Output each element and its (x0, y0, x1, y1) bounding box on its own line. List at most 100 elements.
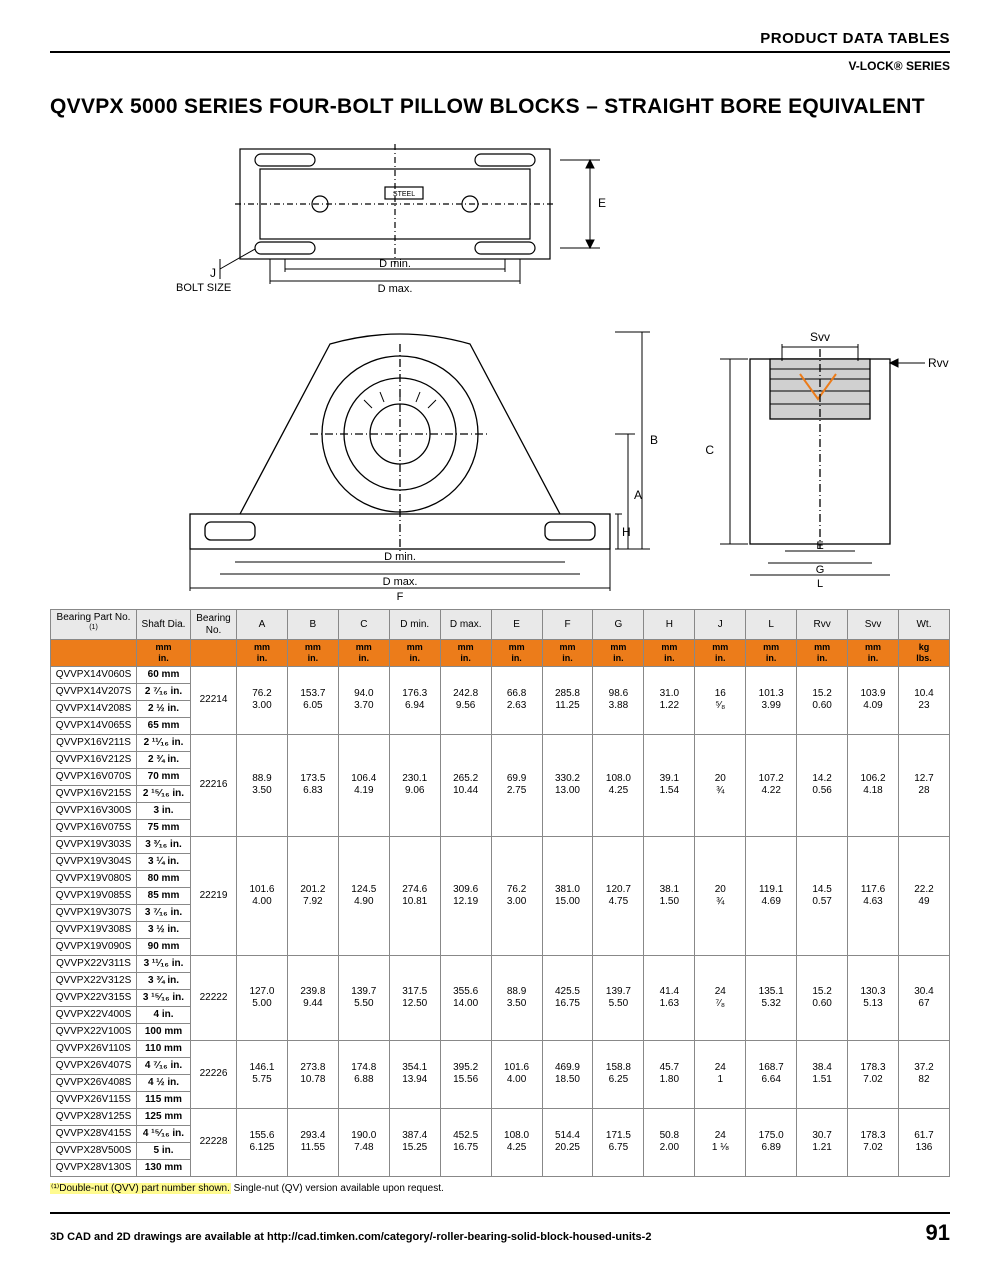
part-number: QVVPX16V075S (51, 819, 137, 836)
dim-cell: 101.64.00 (491, 1040, 542, 1108)
column-header: A (237, 610, 288, 640)
part-number: QVVPX19V308S (51, 921, 137, 938)
svg-text:H: H (622, 525, 631, 539)
unit-cell: mmin. (695, 640, 746, 667)
dim-cell: 425.516.75 (542, 955, 593, 1040)
dim-cell: 76.23.00 (491, 836, 542, 955)
svg-text:Svv: Svv (810, 330, 830, 344)
part-number: QVVPX19V085S (51, 887, 137, 904)
svg-text:STEEL: STEEL (393, 191, 415, 198)
unit-cell: mmin. (797, 640, 848, 667)
dim-cell: 469.918.50 (542, 1040, 593, 1108)
svg-text:J: J (210, 266, 216, 280)
footnote: ⁽¹⁾Double-nut (QVV) part number shown. S… (50, 1183, 950, 1194)
column-header: D min. (389, 610, 440, 640)
dim-cell: 174.86.88 (338, 1040, 389, 1108)
dim-cell: 452.516.75 (440, 1108, 491, 1176)
dim-cell: 355.614.00 (440, 955, 491, 1040)
dim-cell: 230.19.06 (389, 734, 440, 836)
part-number: QVVPX28V500S (51, 1142, 137, 1159)
dim-cell: 135.15.32 (746, 955, 797, 1040)
unit-cell: mmin. (644, 640, 695, 667)
unit-cell: mmin. (389, 640, 440, 667)
dim-cell: 124.54.90 (338, 836, 389, 955)
shaft-dia: 65 mm (137, 717, 191, 734)
dim-cell: 146.15.75 (237, 1040, 288, 1108)
dim-cell: 171.56.75 (593, 1108, 644, 1176)
dim-cell: 98.63.88 (593, 666, 644, 734)
shaft-dia: 3 ¹¹⁄₁₆ in. (137, 955, 191, 972)
dim-cell: 354.113.94 (389, 1040, 440, 1108)
dim-cell: 66.82.63 (491, 666, 542, 734)
dim-cell: 173.56.83 (287, 734, 338, 836)
dim-cell: 61.7136 (898, 1108, 949, 1176)
dim-cell: 106.44.19 (338, 734, 389, 836)
dim-cell: 69.92.75 (491, 734, 542, 836)
part-number: QVVPX28V415S (51, 1125, 137, 1142)
bearing-no: 22214 (191, 666, 237, 734)
unit-cell: mmin. (491, 640, 542, 667)
dim-cell: 242.89.56 (440, 666, 491, 734)
shaft-dia: 4 ⁷⁄₁₆ in. (137, 1057, 191, 1074)
dim-cell: 395.215.56 (440, 1040, 491, 1108)
svg-text:D min.: D min. (379, 258, 411, 270)
dim-cell: 201.27.92 (287, 836, 338, 955)
unit-cell: mmin. (287, 640, 338, 667)
svg-text:Rvv: Rvv (928, 356, 949, 370)
shaft-dia: 2 ½ in. (137, 700, 191, 717)
svg-text:BOLT SIZE: BOLT SIZE (176, 282, 231, 294)
bearing-no: 22228 (191, 1108, 237, 1176)
column-header: J (695, 610, 746, 640)
column-header: B (287, 610, 338, 640)
shaft-dia: 90 mm (137, 938, 191, 955)
part-number: QVVPX16V070S (51, 768, 137, 785)
part-number: QVVPX26V110S (51, 1040, 137, 1057)
svg-text:C: C (705, 443, 714, 457)
bearing-no: 22226 (191, 1040, 237, 1108)
dim-cell: 94.03.70 (338, 666, 389, 734)
header-rule (50, 51, 950, 53)
dim-cell: 15.20.60 (797, 955, 848, 1040)
dim-cell: 130.35.13 (848, 955, 899, 1040)
svg-text:F: F (397, 591, 404, 603)
svg-text:E: E (598, 196, 606, 210)
dim-cell: 285.811.25 (542, 666, 593, 734)
shaft-dia: 2 ¹⁵⁄₁₆ in. (137, 785, 191, 802)
shaft-dia: 4 ¹⁵⁄₁₆ in. (137, 1125, 191, 1142)
dim-cell: 20¾ (695, 734, 746, 836)
column-header: E (491, 610, 542, 640)
part-number: QVVPX19V090S (51, 938, 137, 955)
dim-cell: 120.74.75 (593, 836, 644, 955)
shaft-dia: 3 ³⁄₁₆ in. (137, 836, 191, 853)
shaft-dia: 3 ¹⁵⁄₁₆ in. (137, 989, 191, 1006)
unit-cell: mmin. (237, 640, 288, 667)
svg-text:D max.: D max. (378, 283, 413, 295)
column-header: L (746, 610, 797, 640)
unit-cell: mmin. (338, 640, 389, 667)
dim-cell: 50.82.00 (644, 1108, 695, 1176)
dim-cell: 10.423 (898, 666, 949, 734)
part-number: QVVPX22V100S (51, 1023, 137, 1040)
part-number: QVVPX14V207S (51, 683, 137, 700)
part-number: QVVPX16V212S (51, 751, 137, 768)
part-number: QVVPX16V215S (51, 785, 137, 802)
unit-cell: mmin. (593, 640, 644, 667)
dim-cell: 88.93.50 (491, 955, 542, 1040)
unit-cell: kglbs. (898, 640, 949, 667)
footer-cad-link: 3D CAD and 2D drawings are available at … (50, 1231, 651, 1243)
part-number: QVVPX16V211S (51, 734, 137, 751)
column-header: F (542, 610, 593, 640)
dim-cell: 76.23.00 (237, 666, 288, 734)
part-number: QVVPX22V400S (51, 1006, 137, 1023)
dim-cell: 309.612.19 (440, 836, 491, 955)
dim-cell: 117.64.63 (848, 836, 899, 955)
part-number: QVVPX19V080S (51, 870, 137, 887)
dim-cell: 178.37.02 (848, 1040, 899, 1108)
dim-cell: 14.50.57 (797, 836, 848, 955)
shaft-dia: 85 mm (137, 887, 191, 904)
dim-cell: 127.05.00 (237, 955, 288, 1040)
dim-cell: 190.07.48 (338, 1108, 389, 1176)
dim-cell: 139.75.50 (338, 955, 389, 1040)
dim-cell: 88.93.50 (237, 734, 288, 836)
shaft-dia: 5 in. (137, 1142, 191, 1159)
